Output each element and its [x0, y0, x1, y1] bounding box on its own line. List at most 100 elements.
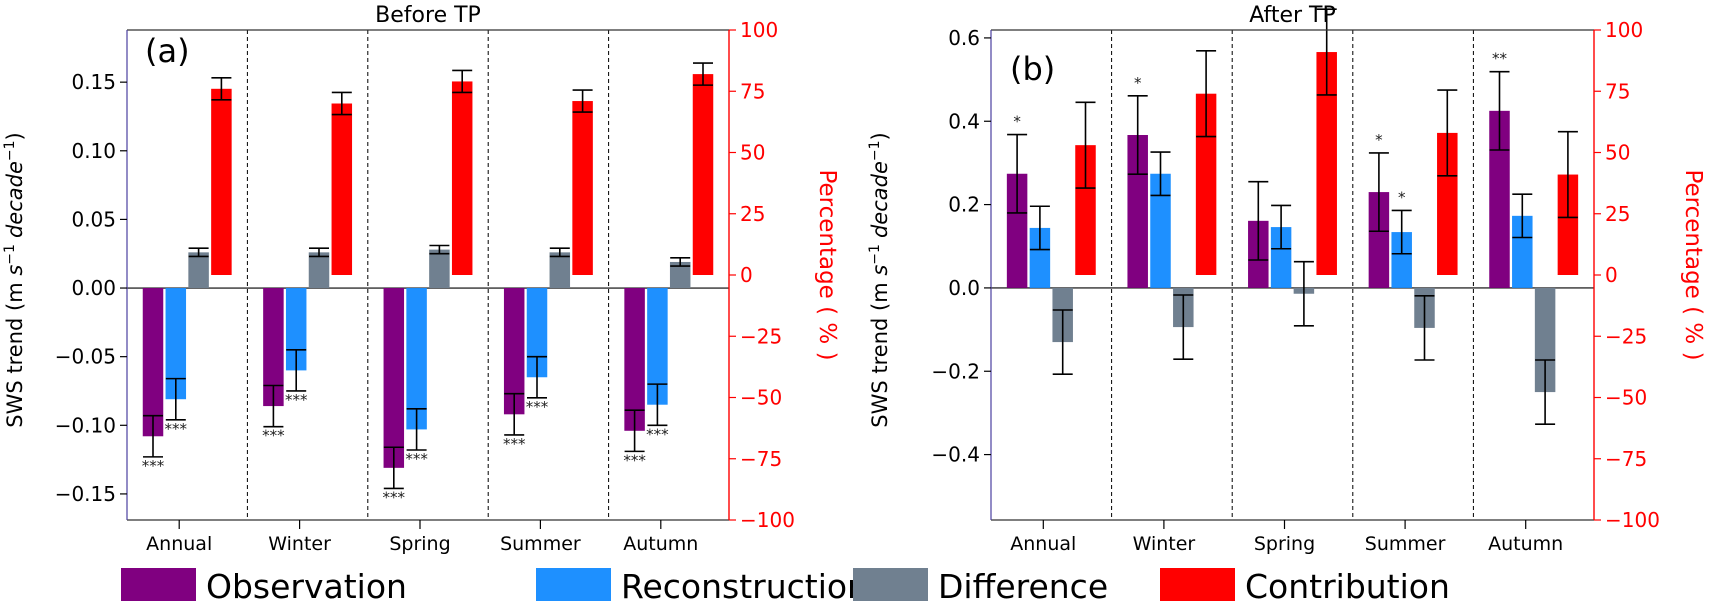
- legend-item-difference: Difference: [853, 567, 1108, 606]
- significance-marker: ***: [526, 398, 549, 416]
- significance-marker: ***: [383, 488, 406, 506]
- x-tick-label: Winter: [1133, 533, 1196, 555]
- panel-after-tp: ******−0.4−0.20.00.20.40.6−100−75−50−250…: [867, 3, 1706, 555]
- significance-marker: ***: [285, 391, 308, 409]
- y-axis-label-prefix: SWS trend (m: [868, 276, 892, 428]
- panel-label: (b): [1010, 50, 1055, 88]
- y-tick-label: −0.2: [931, 359, 980, 383]
- bar-observation: [1489, 110, 1510, 288]
- significance-marker: ***: [405, 450, 428, 468]
- significance-marker: ***: [623, 451, 646, 469]
- y2-tick-label: −75: [1605, 447, 1647, 471]
- significance-marker: **: [1492, 50, 1508, 68]
- y-axis-label-suffix: ): [868, 132, 892, 140]
- significance-marker: ***: [142, 457, 165, 475]
- significance-marker: *: [1398, 188, 1406, 206]
- x-tick-label: Spring: [389, 533, 450, 555]
- y2-tick-label: 75: [740, 79, 765, 103]
- y-axis-label-exp: −1: [2, 140, 18, 161]
- y-axis-label-decade: decade: [868, 161, 892, 238]
- y2-tick-label: −75: [740, 447, 782, 471]
- y2-tick-label: 25: [740, 202, 765, 226]
- significance-marker: ***: [262, 427, 285, 445]
- significance-marker: ***: [646, 425, 669, 443]
- bar-contribution: [692, 74, 714, 275]
- bar-difference: [1534, 287, 1556, 393]
- y2-tick-label: −100: [1605, 508, 1660, 532]
- y-tick-label: 0.15: [71, 70, 116, 94]
- y-axis-label-suffix: ): [3, 132, 27, 140]
- y2-tick-label: 50: [1605, 141, 1630, 165]
- y2-axis-label: Percentage ( % ): [814, 169, 840, 360]
- bar-reconstruction: [165, 288, 187, 400]
- bar-contribution: [1437, 132, 1458, 275]
- bar-reconstruction: [406, 288, 427, 430]
- y2-tick-label: −25: [1605, 324, 1647, 348]
- y2-tick-label: −25: [740, 324, 782, 348]
- y2-tick-label: 100: [1605, 18, 1643, 42]
- y-tick-label: −0.10: [55, 413, 116, 437]
- y2-tick-label: −50: [1605, 386, 1647, 410]
- legend-label: Reconstruction: [621, 567, 868, 606]
- bar-reconstruction: [526, 288, 548, 378]
- y2-tick-label: −50: [740, 386, 782, 410]
- y2-tick-label: 0: [740, 263, 753, 287]
- bar-contribution: [1075, 145, 1096, 275]
- bar-observation: [383, 288, 405, 468]
- y-tick-label: 0.4: [948, 109, 980, 133]
- panel-title: Before TP: [375, 3, 481, 28]
- y-axis-label-s: s: [3, 265, 27, 276]
- bar-reconstruction: [647, 288, 668, 405]
- bar-observation: [263, 288, 284, 407]
- x-tick-label: Winter: [268, 533, 331, 555]
- x-tick-label: Autumn: [1488, 533, 1563, 555]
- bar-contribution: [1316, 52, 1337, 275]
- y-axis-label-exp: −1: [867, 140, 883, 161]
- legend-label: Contribution: [1245, 567, 1450, 606]
- legend-swatch-observation: [121, 568, 196, 601]
- y-axis-label-prefix: SWS trend (m: [3, 276, 27, 428]
- panel-title: After TP: [1249, 3, 1336, 28]
- y-axis-label-exp: −1: [867, 244, 883, 265]
- bar-reconstruction: [1029, 227, 1051, 288]
- legend-swatch-contribution: [1160, 568, 1235, 601]
- y-tick-label: 0.2: [948, 193, 980, 217]
- bar-contribution: [572, 101, 593, 275]
- bar-contribution: [1557, 174, 1579, 275]
- legend-item-contribution: Contribution: [1160, 567, 1450, 606]
- legend-item-observation: Observation: [121, 567, 407, 606]
- significance-marker: *: [1134, 74, 1142, 92]
- bar-reconstruction: [1270, 227, 1292, 288]
- bar-observation: [142, 288, 164, 437]
- y2-tick-label: 0: [1605, 263, 1618, 287]
- y-tick-label: −0.15: [55, 482, 116, 506]
- x-tick-label: Summer: [1365, 533, 1446, 555]
- y-axis-label-s: s: [868, 265, 892, 276]
- y2-tick-label: 25: [1605, 202, 1630, 226]
- y2-tick-label: 100: [740, 18, 778, 42]
- y-tick-label: 0.6: [948, 26, 980, 50]
- bar-contribution: [211, 88, 232, 275]
- bar-observation: [624, 288, 645, 431]
- bar-contribution: [451, 81, 473, 275]
- bar-difference: [188, 252, 209, 289]
- bar-contribution: [331, 103, 353, 275]
- legend-swatch-reconstruction: [536, 568, 611, 601]
- y-axis-label: SWS trend (m s−1decade−1): [867, 132, 892, 427]
- legend: Observation Reconstruction Difference Contr…: [121, 567, 1450, 606]
- y2-axis-label: Percentage ( % ): [1680, 169, 1706, 360]
- panel-before-tp: ******************************−0.15−0.10…: [2, 3, 840, 555]
- bar-difference: [308, 252, 330, 289]
- significance-marker: *: [1013, 113, 1021, 131]
- bar-reconstruction: [1150, 173, 1171, 288]
- y-tick-label: 0.0: [948, 276, 980, 300]
- legend-label: Difference: [938, 567, 1108, 606]
- y2-tick-label: 50: [740, 141, 765, 165]
- bar-observation: [503, 288, 525, 415]
- bar-observation: [1368, 192, 1390, 288]
- bar-observation: [1006, 173, 1028, 288]
- bar-difference: [429, 249, 450, 289]
- bar-contribution: [1195, 93, 1217, 275]
- y-axis-label-decade: decade: [3, 161, 27, 238]
